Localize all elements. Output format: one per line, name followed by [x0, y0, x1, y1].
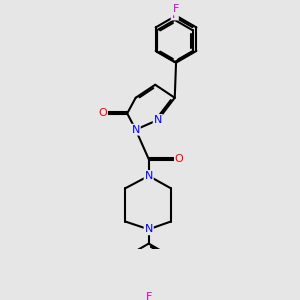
- Text: O: O: [175, 154, 184, 164]
- Text: N: N: [154, 115, 162, 125]
- Text: N: N: [131, 125, 140, 135]
- Text: N: N: [145, 224, 153, 234]
- Text: O: O: [98, 108, 107, 118]
- Text: F: F: [146, 292, 152, 300]
- Text: F: F: [173, 4, 179, 14]
- Text: F: F: [172, 10, 178, 20]
- Text: N: N: [145, 171, 153, 181]
